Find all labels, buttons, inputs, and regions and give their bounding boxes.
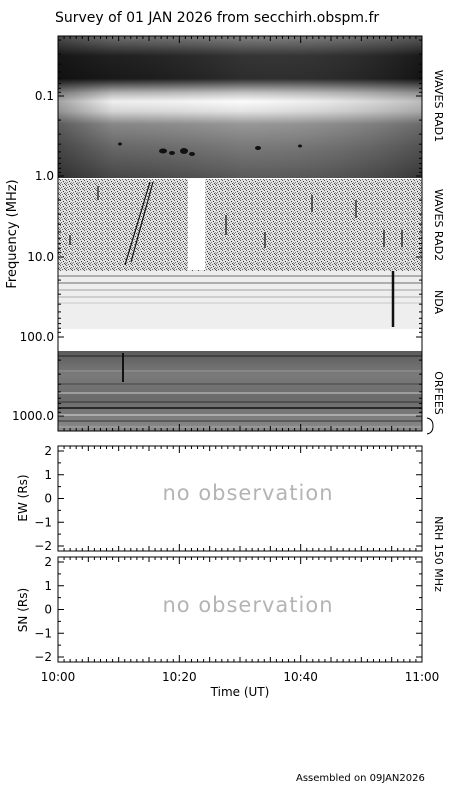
x-tick-label: 11:00: [405, 670, 440, 684]
spectrum-y-tick-label: 1000.0: [12, 409, 54, 423]
instrument-label-nda: NDA: [432, 290, 445, 315]
ew-no-observation: no observation: [162, 481, 333, 505]
spectrum-y-tick-label: 10.0: [27, 250, 54, 264]
x-axis-label: Time (UT): [210, 685, 270, 699]
rad1-shading: [58, 36, 422, 178]
orfees-band: [58, 351, 422, 431]
ew-y-tick-label: 1: [44, 468, 52, 482]
spectrum-y-tick-label: 1.0: [35, 169, 54, 183]
x-tick-label: 10:20: [162, 670, 197, 684]
y-axis-label: Frequency (MHz): [5, 179, 20, 288]
ew-y-tick-label: −2: [34, 539, 52, 553]
instrument-label-nrh-150: NRH 150 MHz: [432, 516, 445, 592]
spectrum-x-ticks: [57, 36, 423, 431]
ew-y-tick-label: 0: [44, 492, 52, 506]
spectrum-y-tick-label: 100.0: [20, 330, 54, 344]
chart-title: Survey of 01 JAN 2026 from secchirh.obsp…: [55, 10, 380, 26]
sn-y-tick-label: 0: [44, 603, 52, 617]
sn-y-tick-label: 2: [44, 555, 52, 569]
sn-panel: 2 1 0 −1 −2 no observation SN (Rs): [16, 555, 423, 664]
spectrum-y-tick-label: 0.1: [35, 89, 54, 103]
sn-no-observation: no observation: [162, 593, 333, 617]
ew-y-tick-label: −1: [34, 515, 52, 529]
ew-y-tick-label: 2: [44, 444, 52, 458]
instrument-label-rad2: WAVES RAD2: [432, 189, 445, 261]
ew-axis-label: EW (Rs): [16, 474, 30, 521]
rad2-band: [58, 179, 422, 271]
sn-ticks: 2 1 0 −1 −2: [34, 555, 423, 664]
rad2-features: [69, 181, 403, 266]
sn-y-tick-label: −1: [34, 626, 52, 640]
ew-panel: 2 1 0 −1 −2 no observation EW (Rs): [16, 444, 423, 553]
instrument-labels: WAVES RAD1 WAVES RAD2 NDA ORFEES NRH 150…: [432, 70, 445, 592]
x-tick-label: 10:40: [283, 670, 318, 684]
x-tick-label: 10:00: [41, 670, 76, 684]
rad1-features: [118, 142, 302, 156]
footer-assembled: Assembled on 09JAN2026: [296, 773, 425, 784]
spectrum-panel: 0.1 1.0 10.0 100.0 1000.0: [12, 35, 434, 435]
sn-axis-label: SN (Rs): [16, 588, 30, 632]
nda-band: [58, 271, 422, 329]
rad2-data-gap: [188, 179, 205, 270]
spectrum-y-ticks: 0.1 1.0 10.0 100.0 1000.0: [12, 39, 422, 423]
sn-y-tick-label: 1: [44, 579, 52, 593]
orfees-bracket: [426, 417, 434, 435]
x-tick-labels: 10:00 10:20 10:40 11:00: [41, 670, 440, 684]
instrument-label-orfees: ORFEES: [432, 371, 445, 415]
instrument-label-rad1: WAVES RAD1: [432, 70, 445, 142]
sn-y-tick-label: −2: [34, 650, 52, 664]
nda-features: [58, 275, 422, 304]
ew-ticks: 2 1 0 −1 −2: [34, 444, 423, 553]
